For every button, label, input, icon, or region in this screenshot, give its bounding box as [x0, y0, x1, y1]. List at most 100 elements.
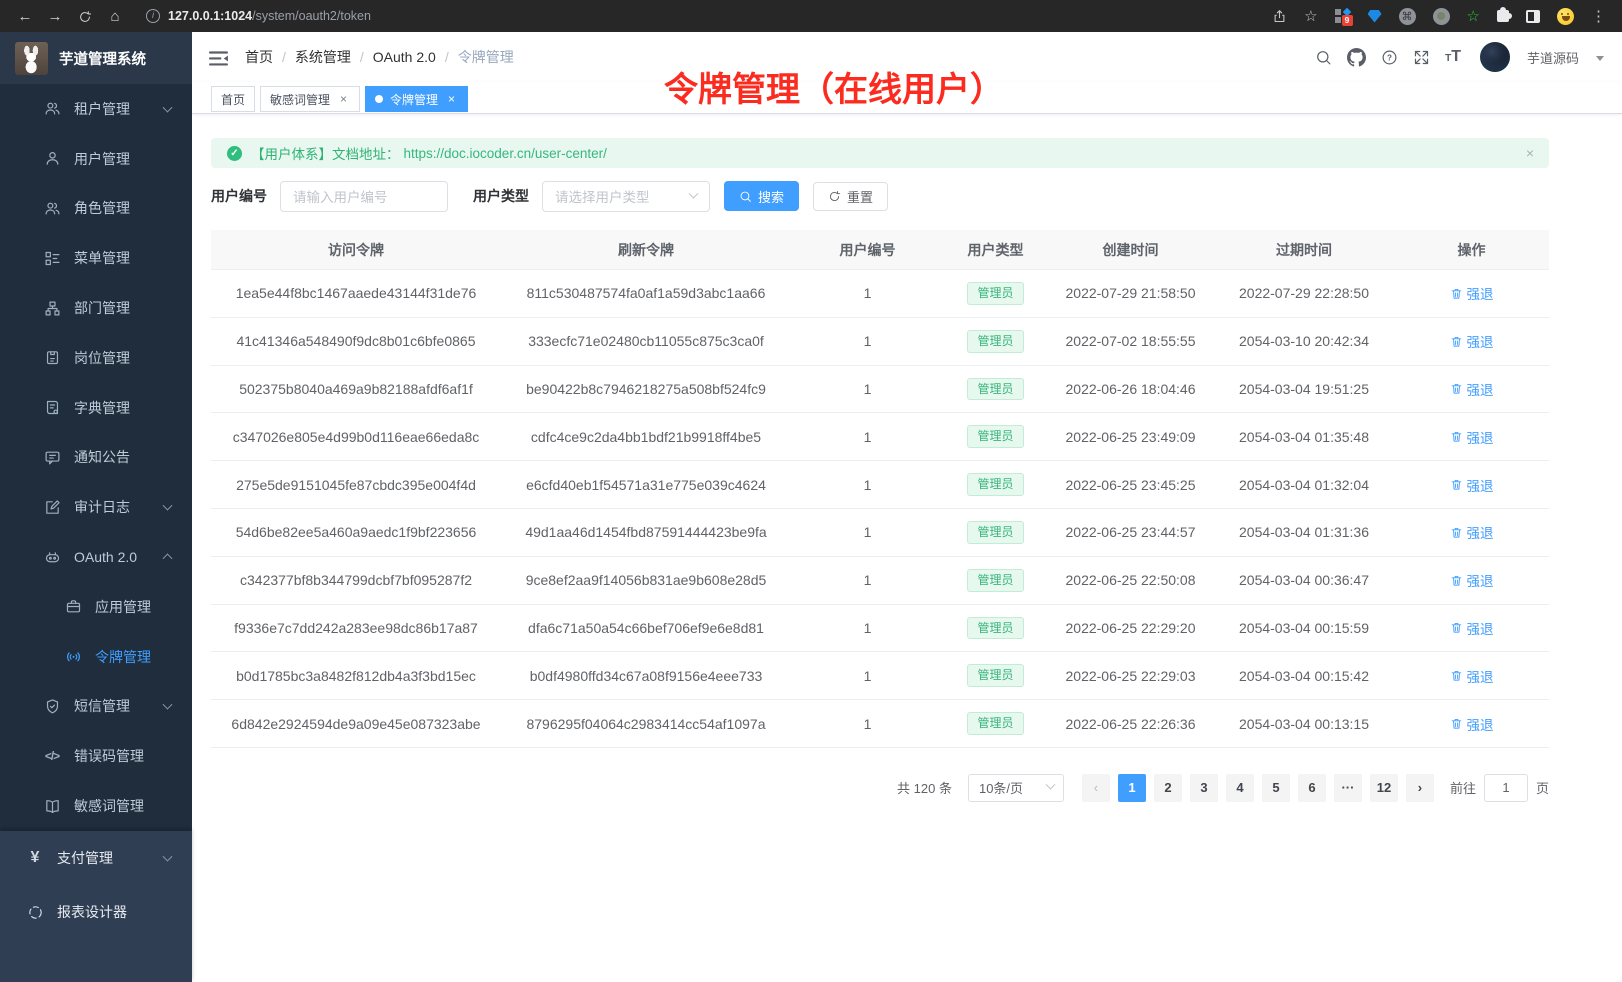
- gem-extension-icon[interactable]: [1367, 9, 1382, 23]
- force-logout-button[interactable]: 强退: [1450, 475, 1494, 495]
- cell-access-token: f9336e7c7dd242a283ee98dc86b17a87: [211, 605, 501, 653]
- address-bar[interactable]: i 127.0.0.1:1024/system/oauth2/token: [146, 9, 371, 23]
- browser-menu-icon[interactable]: ⋮: [1591, 7, 1606, 25]
- help-icon[interactable]: ?: [1381, 49, 1398, 66]
- hamburger-icon[interactable]: [209, 50, 228, 67]
- sidebar-item-role[interactable]: 角色管理: [0, 184, 192, 234]
- cell-user-type: 管理员: [944, 366, 1047, 414]
- user-id-input[interactable]: 请输入用户编号: [280, 180, 448, 212]
- forward-icon[interactable]: →: [47, 7, 63, 25]
- user-type-badge: 管理员: [967, 425, 1024, 449]
- sidebar-item-report[interactable]: 报表设计器: [0, 885, 192, 939]
- sidebar-item-pay[interactable]: ¥ 支付管理: [0, 831, 192, 885]
- close-icon[interactable]: ×: [340, 92, 348, 106]
- force-logout-button[interactable]: 强退: [1450, 283, 1494, 303]
- user-type-select[interactable]: 请选择用户类型: [542, 180, 710, 212]
- cell-actions: 强退: [1394, 461, 1549, 509]
- id-badge-icon: [43, 349, 61, 367]
- breadcrumb-oauth[interactable]: OAuth 2.0: [372, 49, 436, 65]
- sidebar-item-menu[interactable]: 菜单管理: [0, 233, 192, 283]
- sidebar-item-dict[interactable]: 字典管理: [0, 383, 192, 433]
- search-button[interactable]: 搜索: [724, 181, 800, 211]
- sidebar-item-dept[interactable]: 部门管理: [0, 283, 192, 333]
- sidebar-item-oauth-tokens[interactable]: 令牌管理: [0, 632, 192, 682]
- sidebar-item-sms[interactable]: 短信管理: [0, 682, 192, 732]
- doc-link[interactable]: https://doc.iocoder.cn/user-center/: [403, 145, 607, 161]
- sidebar-item-notice[interactable]: 通知公告: [0, 433, 192, 483]
- url-path: /system/oauth2/token: [252, 9, 371, 23]
- cell-user-type: 管理员: [944, 700, 1047, 748]
- share-icon[interactable]: [1272, 9, 1287, 24]
- cell-refresh-token: 333ecfc71e02480cb11055c875c3ca0f: [501, 318, 791, 366]
- fullscreen-icon[interactable]: [1413, 49, 1430, 66]
- refresh-icon[interactable]: [70, 8, 100, 25]
- alert-text: 【用户体系】文档地址：: [251, 147, 400, 162]
- alert-close-icon[interactable]: ×: [1525, 145, 1534, 161]
- sidebar-item-sensitive[interactable]: 敏感词管理: [0, 781, 192, 831]
- page-size-select[interactable]: 10条/页: [967, 773, 1064, 802]
- success-check-icon: ✓: [227, 145, 242, 161]
- font-size-icon[interactable]: TT: [1445, 48, 1461, 65]
- sidebar-item-post[interactable]: 岗位管理: [0, 333, 192, 383]
- back-icon[interactable]: ←: [17, 7, 33, 25]
- force-logout-button[interactable]: 强退: [1450, 714, 1494, 734]
- cell-actions: 强退: [1394, 318, 1549, 366]
- sidebar-item-oauth-apps[interactable]: 应用管理: [0, 582, 192, 632]
- page-button-3[interactable]: 3: [1189, 773, 1218, 802]
- user-avatar[interactable]: [1479, 42, 1510, 72]
- force-logout-button[interactable]: 强退: [1450, 331, 1494, 351]
- close-icon[interactable]: ×: [448, 92, 456, 106]
- username[interactable]: 芋道源码: [1526, 50, 1579, 66]
- home-icon[interactable]: ⌂: [110, 7, 120, 25]
- breadcrumb-home[interactable]: 首页: [245, 49, 273, 65]
- tags-view-bar: 首页 敏感词管理 × 令牌管理 ×: [192, 82, 1622, 114]
- page-button-5[interactable]: 5: [1261, 773, 1290, 802]
- cell-expire-time: 2054-03-04 01:35:48: [1214, 413, 1394, 462]
- app-logo[interactable]: 芋道管理系统: [0, 32, 192, 84]
- more-pages-button[interactable]: ···: [1333, 773, 1362, 802]
- sidebar-item-audit[interactable]: 审计日志: [0, 482, 192, 532]
- search-icon[interactable]: [1315, 49, 1332, 66]
- sidebar-item-tenant[interactable]: 租户管理: [0, 84, 192, 134]
- goto-page-input[interactable]: 1: [1483, 773, 1528, 802]
- page-button-6[interactable]: 6: [1297, 773, 1326, 802]
- github-icon[interactable]: [1347, 47, 1367, 67]
- force-logout-button[interactable]: 强退: [1450, 522, 1494, 542]
- star-extension-icon[interactable]: ☆: [1466, 7, 1480, 25]
- command-extension-icon[interactable]: ⌘: [1398, 7, 1416, 25]
- profile-avatar-icon[interactable]: [1557, 7, 1574, 25]
- extensions-puzzle-icon[interactable]: [1497, 7, 1512, 22]
- page-button-12[interactable]: 12: [1369, 773, 1398, 802]
- extension-grid-icon[interactable]: 9: [1334, 7, 1353, 26]
- page-button-1[interactable]: 1: [1117, 773, 1146, 802]
- sidebar-item-errcode[interactable]: </> 错误码管理: [0, 731, 192, 781]
- force-logout-button[interactable]: 强退: [1450, 379, 1494, 399]
- sidebar-item-user[interactable]: 用户管理: [0, 134, 192, 184]
- force-logout-button[interactable]: 强退: [1450, 618, 1494, 638]
- table-row: c347026e805e4d99b0d116eae66eda8c cdfc4ce…: [211, 413, 1549, 462]
- site-info-icon[interactable]: i: [146, 9, 160, 23]
- sidebar-item-label: 支付管理: [57, 850, 113, 866]
- page-button-4[interactable]: 4: [1225, 773, 1254, 802]
- force-logout-button[interactable]: 强退: [1450, 666, 1494, 686]
- cell-user-type: 管理员: [944, 318, 1047, 366]
- caret-down-icon[interactable]: [1596, 56, 1604, 61]
- next-page-button[interactable]: ›: [1405, 773, 1434, 802]
- force-logout-button[interactable]: 强退: [1450, 427, 1494, 447]
- tab-home[interactable]: 首页: [211, 86, 256, 112]
- doc-alert-banner: ✓ 【用户体系】文档地址： https://doc.iocoder.cn/use…: [211, 138, 1549, 168]
- bookmark-star-icon[interactable]: ☆: [1304, 7, 1318, 25]
- reset-button[interactable]: 重置: [813, 181, 889, 211]
- prev-page-button[interactable]: ‹: [1081, 773, 1110, 802]
- breadcrumb-system[interactable]: 系统管理: [294, 49, 351, 65]
- tab-token-management[interactable]: 令牌管理 ×: [365, 86, 469, 112]
- side-panel-icon[interactable]: [1526, 9, 1540, 23]
- dot-extension-icon[interactable]: [1432, 7, 1450, 25]
- page-button-2[interactable]: 2: [1153, 773, 1182, 802]
- cell-access-token: b0d1785bc3a8482f812db4a3f3bd15ec: [211, 652, 501, 701]
- force-logout-button[interactable]: 强退: [1450, 570, 1494, 590]
- sidebar-item-oauth[interactable]: OAuth 2.0: [0, 532, 192, 582]
- tab-sensitive-words[interactable]: 敏感词管理 ×: [260, 86, 361, 112]
- col-user-type: 用户类型: [944, 230, 1047, 270]
- cell-refresh-token: be90422b8c7946218275a508bf524fc9: [501, 366, 791, 414]
